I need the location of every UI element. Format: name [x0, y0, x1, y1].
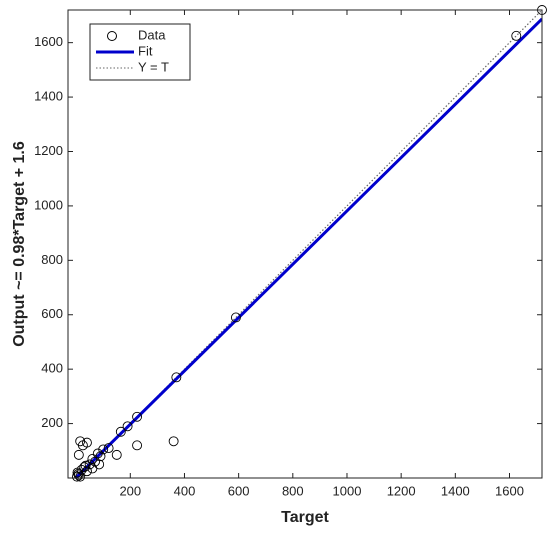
y-tick-label: 1000 [34, 197, 63, 212]
x-tick-label: 200 [119, 483, 141, 498]
plot-border [67, 9, 543, 479]
y-tick-label: 1600 [34, 34, 63, 49]
data-point [75, 471, 86, 482]
y-tick-label: 400 [41, 361, 63, 376]
y-tick-label: 800 [41, 252, 63, 267]
data-point [71, 471, 82, 482]
x-tick-label: 800 [282, 483, 304, 498]
data-point [132, 411, 143, 422]
x-axis-label: Target [281, 509, 329, 526]
data-point [82, 466, 92, 477]
x-tick-label: 1400 [441, 483, 470, 498]
data-point [92, 448, 103, 459]
data-point [111, 449, 122, 460]
data-point [87, 454, 98, 464]
fit-line [73, 17, 542, 478]
data-point [80, 460, 91, 471]
y-tick-label: 1200 [34, 143, 63, 158]
legend-marker [107, 31, 117, 41]
y-tick-label: 1400 [34, 89, 63, 104]
data-point [77, 440, 88, 451]
data-point [87, 463, 98, 474]
x-tick-label: 1000 [333, 483, 362, 498]
data-point [511, 30, 522, 41]
data-point [132, 440, 143, 451]
y-axis-label: Output ~= 0.98*Target + 1.6 [11, 141, 28, 347]
legend-label: Data [138, 27, 166, 42]
legend-label: Y = T [138, 59, 169, 74]
data-point [115, 426, 126, 437]
data-point [168, 436, 179, 447]
data-point [122, 421, 133, 432]
x-tick-label: 600 [228, 483, 250, 498]
legend-label: Fit [138, 43, 153, 58]
x-tick-label: 1600 [495, 483, 524, 498]
x-tick-label: 1200 [387, 483, 416, 498]
y-tick-label: 200 [41, 415, 63, 430]
plot-area [68, 10, 542, 478]
data-point [103, 443, 114, 454]
y-tick-label: 600 [41, 306, 63, 321]
data-point [171, 372, 182, 383]
data-point [73, 449, 84, 460]
data-point [230, 312, 241, 323]
x-tick-label: 400 [174, 483, 196, 498]
